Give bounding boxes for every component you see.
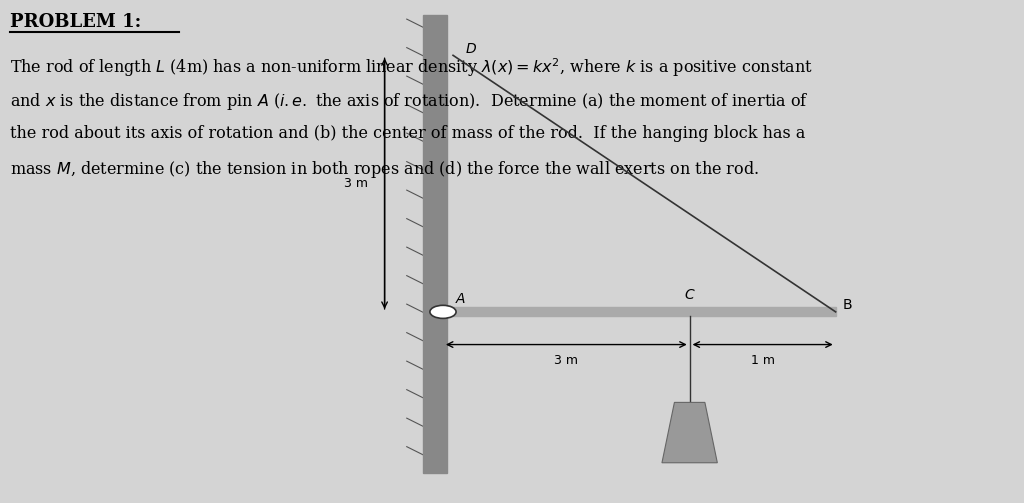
Polygon shape (662, 402, 718, 463)
Text: and $x$ is the distance from pin $A$ ($i.e.$ the axis of rotation).  Determine (: and $x$ is the distance from pin $A$ ($i… (10, 91, 809, 112)
Circle shape (430, 305, 456, 318)
Text: A: A (456, 292, 466, 306)
Bar (443, 307, 836, 316)
Text: D: D (465, 42, 476, 56)
Bar (423, 15, 447, 473)
Text: 3 m: 3 m (554, 354, 579, 367)
Text: mass $M$, determine (c) the tension in both ropes and (d) the force the wall exe: mass $M$, determine (c) the tension in b… (10, 159, 759, 180)
Text: PROBLEM 1:: PROBLEM 1: (10, 13, 141, 31)
Text: the rod about its axis of rotation and (b) the center of mass of the rod.  If th: the rod about its axis of rotation and (… (10, 125, 806, 142)
Text: B: B (843, 298, 852, 312)
Text: C: C (685, 288, 694, 302)
Text: 1 m: 1 m (751, 354, 774, 367)
Text: 3 m: 3 m (344, 177, 369, 190)
Text: The rod of length $L$ (4m) has a non-uniform linear density $\lambda(x) = kx^2$,: The rod of length $L$ (4m) has a non-uni… (10, 56, 813, 79)
